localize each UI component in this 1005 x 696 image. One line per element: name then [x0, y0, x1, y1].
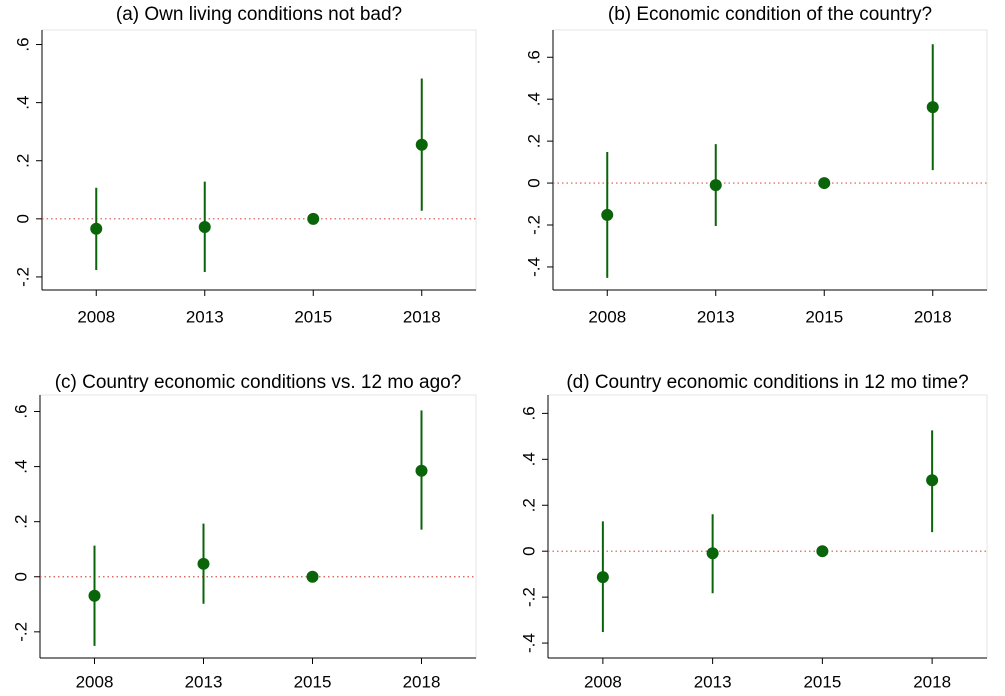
point	[596, 571, 609, 584]
y-tick-label: 0	[13, 214, 32, 223]
point	[306, 570, 319, 583]
y-tick-label: .6	[11, 404, 30, 418]
point	[818, 177, 831, 190]
x-tick-label: 2008	[76, 672, 114, 691]
y-tick-label: 0	[519, 546, 538, 555]
point	[307, 212, 320, 225]
plot-frame	[552, 29, 988, 291]
x-tick-label: 2008	[584, 672, 622, 691]
y-tick-label: -.2	[11, 622, 30, 642]
y-tick-label: .4	[524, 92, 543, 106]
x-tick-label: 2008	[77, 307, 115, 326]
y-tick-label: .4	[519, 452, 538, 466]
point	[601, 208, 614, 221]
x-tick-label: 2015	[294, 307, 332, 326]
x-tick-label: 2018	[403, 672, 441, 691]
point	[926, 474, 939, 487]
x-tick-label: 2008	[588, 307, 626, 326]
y-tick-label: .2	[519, 498, 538, 512]
x-tick-label: 2018	[914, 307, 952, 326]
point	[816, 545, 829, 558]
x-tick-label: 2018	[913, 672, 951, 691]
point	[709, 179, 722, 192]
y-tick-label: .4	[11, 460, 30, 474]
y-tick-label: .2	[13, 154, 32, 168]
y-tick-label: .2	[524, 134, 543, 148]
y-tick-label: .2	[11, 515, 30, 529]
chart-title: (b) Economic condition of the country?	[608, 4, 932, 25]
plot-frame	[39, 394, 477, 659]
y-tick-label: -.2	[13, 267, 32, 287]
point	[88, 589, 101, 602]
y-tick-label: .6	[519, 406, 538, 420]
chart-title: (d) Country economic conditions in 12 mo…	[566, 372, 968, 393]
point	[90, 222, 103, 235]
x-tick-label: 2015	[294, 672, 332, 691]
y-tick-label: -.2	[519, 587, 538, 607]
y-tick-label: 0	[524, 178, 543, 187]
point	[415, 464, 428, 477]
x-tick-label: 2013	[186, 307, 224, 326]
chart-title: (a) Own living conditions not bad?	[116, 4, 402, 25]
x-tick-label: 2013	[185, 672, 223, 691]
y-tick-label: 0	[11, 572, 30, 581]
y-tick-label: .6	[13, 37, 32, 51]
point	[415, 138, 428, 151]
x-tick-label: 2015	[805, 307, 843, 326]
point	[197, 557, 210, 570]
point	[706, 547, 719, 560]
plot-frame	[547, 394, 988, 659]
x-tick-label: 2013	[694, 672, 732, 691]
y-tick-label: -.4	[524, 257, 543, 277]
y-tick-label: .4	[13, 96, 32, 110]
x-tick-label: 2018	[403, 307, 441, 326]
plot-frame	[41, 29, 477, 291]
point	[198, 220, 211, 233]
chart-title: (c) Country economic conditions vs. 12 m…	[55, 372, 462, 393]
x-tick-label: 2015	[803, 672, 841, 691]
y-tick-label: .6	[524, 50, 543, 64]
point	[926, 101, 939, 114]
x-tick-label: 2013	[697, 307, 735, 326]
y-tick-label: -.2	[524, 215, 543, 235]
y-tick-label: -.4	[519, 633, 538, 653]
